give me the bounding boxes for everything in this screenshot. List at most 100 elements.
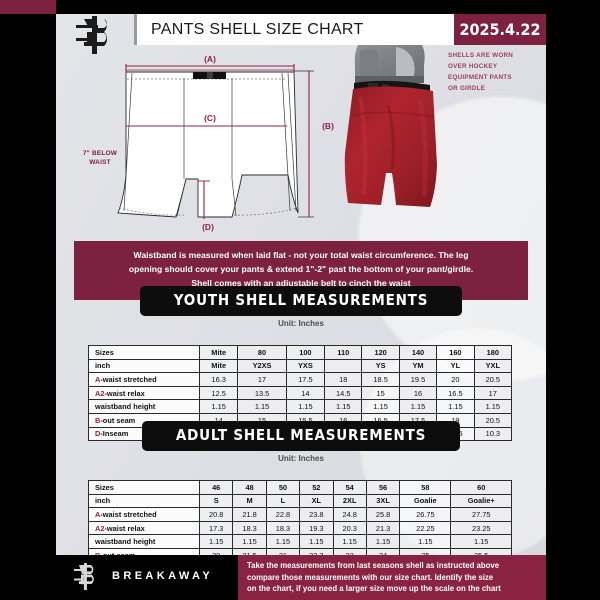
- table-cell: 58: [399, 480, 452, 495]
- table-row: waistband height 1.15 1.15 1.15 1.15 1.15 1.15…: [88, 399, 513, 414]
- breakaway-b-logo-icon: [68, 14, 130, 57]
- table-cell: 19.3: [299, 520, 334, 536]
- table-cell: 22.25: [399, 520, 452, 536]
- photo-note: SHELLS ARE WORN OVER HOCKEY EQUIPMENT PA…: [448, 50, 540, 94]
- table-cell: YXS: [285, 358, 326, 374]
- table-cell: 50: [265, 480, 301, 495]
- table-cell: 15: [361, 385, 400, 401]
- row-label: inch: [88, 493, 200, 509]
- info-band-line-2: opening should cover your pants & extend…: [128, 263, 474, 274]
- row-label: A2-waist relax: [88, 520, 200, 536]
- page-title-text: PANTS SHELL SIZE CHART: [151, 20, 364, 38]
- table-row: Sizes Mite 80 100 110 120 140 160 180: [88, 345, 513, 360]
- table-cell: 23.8: [299, 507, 334, 522]
- photo-note-line-2: OVER HOCKEY: [448, 63, 498, 71]
- table-cell: Mite: [198, 345, 239, 360]
- table-cell: XL: [299, 493, 334, 509]
- table-cell: 1.15: [436, 399, 475, 414]
- table-row: Sizes 46 48 50 52 54 56 58 60: [88, 480, 512, 495]
- row-label-key: A: [95, 374, 101, 384]
- table-cell: 100: [285, 345, 326, 360]
- table-cell: 20.5: [473, 372, 513, 387]
- table-cell: 80: [237, 345, 287, 360]
- table-cell: 14: [285, 385, 326, 401]
- table-cell: 18.3: [265, 520, 301, 536]
- footer-note-line-2: compare those measurements with our size…: [247, 572, 494, 582]
- table-cell: 1.15: [198, 399, 239, 414]
- table-cell: 19.5: [398, 372, 438, 387]
- table-cell: YS: [361, 358, 400, 374]
- table-cell: 21.8: [232, 507, 267, 522]
- header: PANTS SHELL SIZE CHART 2025.4.22: [56, 14, 546, 54]
- table-cell: 24: [365, 547, 401, 555]
- table-cell: Goalie+: [450, 493, 512, 509]
- table-cell: 1.15: [332, 534, 367, 549]
- table-cell: 140: [398, 345, 438, 360]
- adult-heading-pill: ADULT SHELL MEASUREMENTS: [141, 421, 461, 451]
- table-cell: 20: [436, 372, 475, 387]
- row-label: Sizes: [88, 345, 200, 360]
- content-panel: PANTS SHELL SIZE CHART 2025.4.22: [56, 14, 546, 555]
- table-cell: 16.3: [198, 372, 239, 387]
- info-band-line-3: Shell comes with an adjustable belt to c…: [191, 277, 411, 288]
- table-cell: 52: [299, 480, 334, 495]
- table-cell: 25.5: [450, 547, 512, 555]
- table-cell: 1.15: [399, 534, 452, 549]
- date-badge: 2025.4.22: [454, 14, 546, 45]
- table-cell: 110: [324, 345, 363, 360]
- table-cell: 1.15: [237, 399, 287, 414]
- table-row: waistband height 1.15 1.15 1.15 1.15 1.15 1.15…: [88, 534, 512, 549]
- below-waist-line-2: WAIST: [89, 159, 111, 167]
- table-cell: 160: [436, 345, 475, 360]
- youth-heading-pill: YOUTH SHELL MEASUREMENTS: [139, 286, 463, 316]
- table-cell: 18.3: [232, 520, 267, 536]
- photo-note-line-4: OR GIRDLE: [448, 85, 486, 93]
- table-cell: 18.5: [361, 372, 400, 387]
- table-cell: 54: [332, 480, 367, 495]
- youth-unit-label: Unit: Inches: [278, 319, 324, 328]
- info-band-line-1: Waistband is measured when laid flat - n…: [133, 250, 469, 260]
- table-cell: 17.3: [198, 520, 234, 536]
- table-row: A-waist stretched 16.3 17 17.5 18 18.5 19.5 20 2…: [88, 372, 513, 387]
- below-waist-note: 7" BELOW WAIST: [74, 149, 126, 168]
- diagram-label-c: (C): [204, 113, 216, 123]
- table-row: A2-waist relax 12.5 13.5 14 14.5 15 16 16.5 17: [88, 385, 513, 401]
- table-cell: 1.15: [265, 534, 301, 549]
- table-cell: 24.8: [332, 507, 367, 522]
- date-badge-text: 2025.4.22: [459, 20, 541, 39]
- table-cell: Y2XS: [237, 358, 287, 374]
- footer-note-line-3: on the chart, if you need a larger size …: [247, 584, 501, 594]
- table-cell: L: [265, 493, 301, 509]
- row-label: A-waist stretched: [88, 372, 200, 387]
- table-cell: 60: [450, 480, 512, 495]
- table-cell: 21.3: [365, 520, 401, 536]
- footer-note-line-1: Take the measurements from last seasons …: [247, 561, 500, 570]
- table-cell: Mite: [198, 358, 239, 374]
- footer-instruction-note: Take the measurements from last seasons …: [238, 555, 546, 600]
- diagram-label-a: (A): [204, 54, 216, 64]
- youth-section-header: YOUTH SHELL MEASUREMENTS Unit: Inches: [56, 286, 546, 328]
- table-cell: 3XL: [365, 493, 401, 509]
- table-cell: M: [232, 493, 267, 509]
- table-cell: 16.5: [436, 385, 475, 401]
- photo-note-line-1: SHELLS ARE WORN: [448, 52, 514, 59]
- table-cell: YL: [436, 358, 475, 374]
- adult-section-header: ADULT SHELL MEASUREMENTS Unit: Inches: [56, 421, 546, 463]
- table-cell: 1.15: [299, 534, 334, 549]
- table-cell: 48: [232, 480, 267, 495]
- row-label: waistband height: [88, 399, 200, 414]
- table-cell: 14.5: [324, 385, 363, 401]
- table-cell: Goalie: [399, 493, 452, 509]
- row-label-key: A2: [95, 523, 105, 533]
- table-cell: 1.15: [361, 399, 400, 414]
- corner-accent-bar: [0, 0, 56, 14]
- table-cell: 1.15: [365, 534, 401, 549]
- row-label: inch: [88, 358, 200, 374]
- table-cell: 20.8: [198, 507, 234, 522]
- row-label-key: B: [95, 415, 101, 425]
- table-cell: 1.15: [232, 534, 267, 549]
- table-cell: 1.15: [324, 399, 363, 414]
- row-label: A2-waist relax: [88, 385, 200, 401]
- table-cell: 16: [398, 385, 438, 401]
